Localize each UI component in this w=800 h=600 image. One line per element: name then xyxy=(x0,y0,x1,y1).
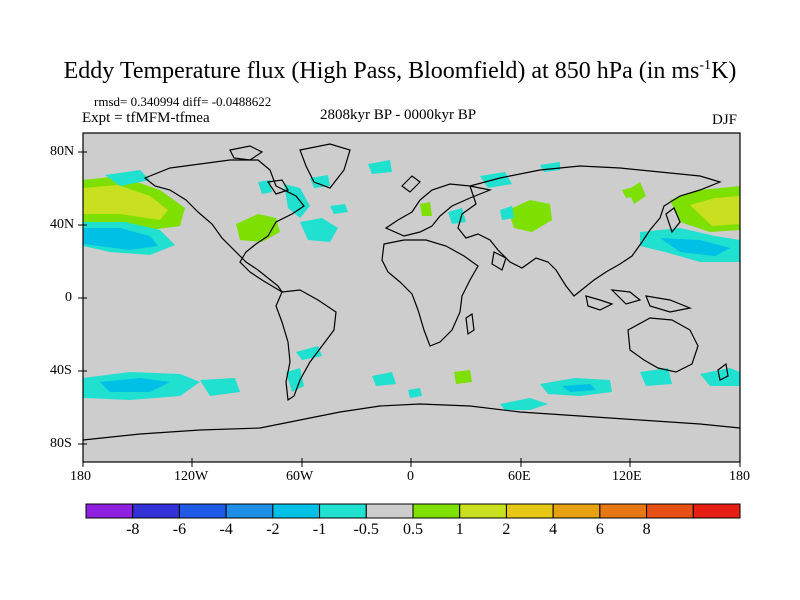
y-tick-label: 40N xyxy=(50,217,75,232)
x-tick-label: 0 xyxy=(407,469,414,484)
colorbar-swatch xyxy=(505,503,554,519)
colorbar-label: 0.5 xyxy=(403,521,423,538)
y-tick-label: 0 xyxy=(65,290,72,305)
x-tick-label: 120E xyxy=(612,469,642,484)
colorbar-label: 6 xyxy=(595,521,604,538)
stats-text: rmsd= 0.340994 diff= -0.0488622 xyxy=(94,94,272,109)
colorbar-swatch xyxy=(225,503,274,519)
axis-ticks xyxy=(78,151,741,467)
colorbar-label: 4 xyxy=(549,521,558,538)
colorbar-label: -6 xyxy=(172,521,187,538)
x-tick-label: 180 xyxy=(729,469,750,484)
colorbar-label: 2 xyxy=(502,521,511,538)
coastlines xyxy=(83,143,740,441)
colorbar-swatch xyxy=(272,503,321,519)
colorbar-swatch xyxy=(692,503,741,519)
plot-title: Eddy Temperature flux (High Pass, Bloomf… xyxy=(63,58,737,84)
colorbar-swatch xyxy=(552,503,601,519)
season-label: DJF xyxy=(712,112,738,128)
x-tick-label: 180 xyxy=(70,469,91,484)
x-tick-label: 120W xyxy=(174,469,209,484)
colorbar-label: 8 xyxy=(642,521,651,538)
experiment-label: Expt = tfMFM-tfmea xyxy=(82,110,210,126)
colorbar-swatch xyxy=(178,503,227,519)
colorbar-swatch xyxy=(646,503,694,519)
colorbar-swatch xyxy=(319,503,367,519)
colorbar-swatch xyxy=(85,503,134,519)
colorbar-label: 1 xyxy=(455,521,464,538)
colorbar-label: -4 xyxy=(219,521,233,538)
y-tick-label: 80N xyxy=(50,144,75,159)
colorbar-swatch xyxy=(459,503,507,519)
colorbar-swatch xyxy=(365,503,414,519)
colorbar-swatch xyxy=(412,503,461,519)
colorbar xyxy=(85,503,741,519)
x-tick-label: 60W xyxy=(286,469,314,484)
map-background xyxy=(83,133,740,462)
colorbar-label: -8 xyxy=(126,521,140,538)
colorbar-label: -1 xyxy=(312,521,327,538)
x-tick-label: 60E xyxy=(508,469,531,484)
anomaly-shading xyxy=(83,160,740,410)
y-tick-label: 40S xyxy=(50,363,72,378)
colorbar-label: -0.5 xyxy=(353,521,379,538)
y-tick-label: 80S xyxy=(50,436,72,451)
period-label: 2808kyr BP - 0000kyr BP xyxy=(320,107,477,123)
colorbar-swatch xyxy=(132,503,180,519)
colorbar-swatch xyxy=(599,503,648,519)
colorbar-label: -2 xyxy=(266,521,280,538)
